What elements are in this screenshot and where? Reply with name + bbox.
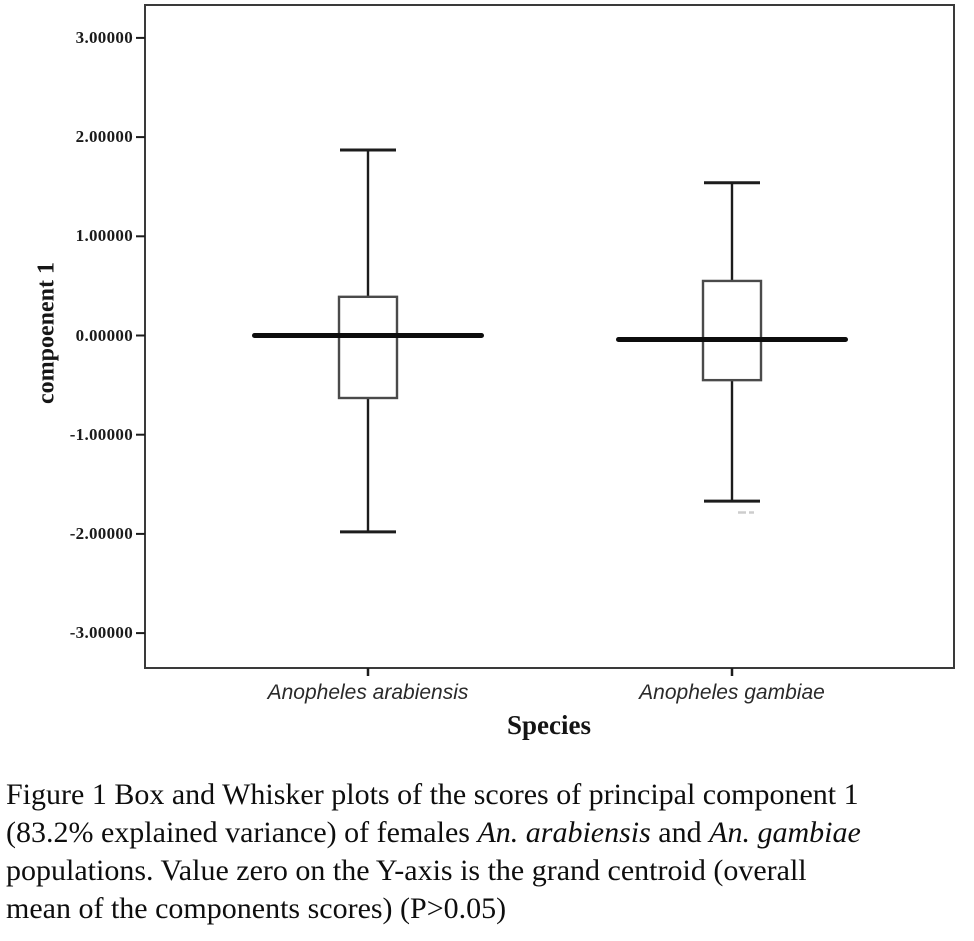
caption-text: populations. Value zero on the Y-axis is… (6, 854, 807, 887)
caption-text: Figure 1 Box and Whisker plots of the sc… (6, 778, 859, 811)
figure-caption: Figure 1 Box and Whisker plots of the sc… (6, 776, 968, 928)
boxplot-canvas (136, 4, 955, 676)
iqr-box (337, 295, 399, 400)
caption-text: and (650, 816, 710, 849)
caption-line: mean of the components scores) (P>0.05) (6, 890, 968, 928)
y-axis-tick-label: -3.00000 (69, 623, 133, 643)
y-axis-tick-label: -1.00000 (69, 424, 133, 444)
y-axis-tick-label: -2.00000 (69, 523, 133, 543)
y-axis-tick-label: 0.00000 (75, 325, 133, 345)
y-axis-tick-label: 1.00000 (75, 226, 133, 246)
caption-text: (83.2% explained variance) of females (6, 816, 478, 849)
x-axis-title: Species (507, 710, 591, 740)
caption-line: (83.2% explained variance) of females An… (6, 814, 968, 852)
y-axis-tick-label: 2.00000 (75, 127, 133, 147)
y-axis-tick-label: 3.00000 (75, 27, 133, 47)
caption-line: populations. Value zero on the Y-axis is… (6, 852, 968, 890)
caption-text: mean of the components scores) (P>0.05) (6, 892, 507, 925)
caption-species-name: An. arabiensis (477, 816, 651, 849)
category-label: Anopheles gambiae (639, 681, 825, 704)
category-label: Anopheles arabiensis (267, 681, 469, 704)
boxplot-chart: compoenent 1 3.00000 2.00000 1.00000 0.0000… (34, 4, 955, 740)
caption-line: Figure 1 Box and Whisker plots of the sc… (6, 776, 968, 814)
caption-species-name: An. gambiae (709, 816, 861, 849)
iqr-box (701, 279, 763, 382)
